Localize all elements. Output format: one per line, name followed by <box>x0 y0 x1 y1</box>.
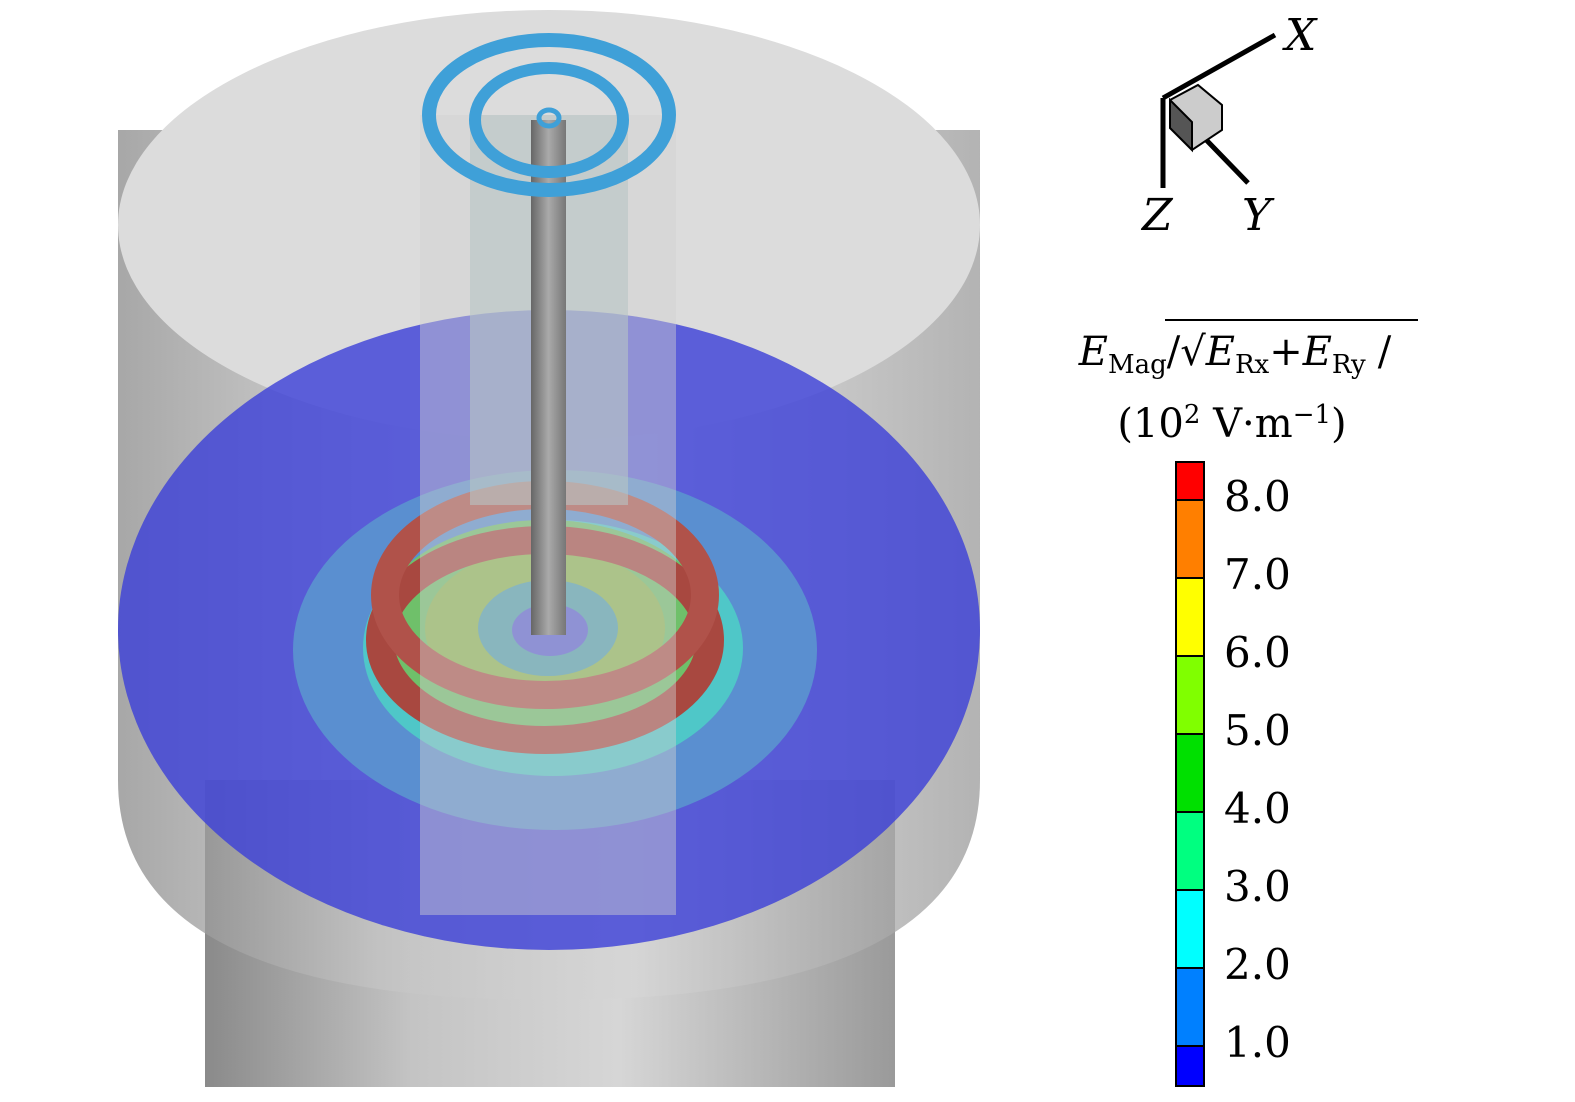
t: E <box>1205 329 1235 375</box>
t: ) <box>1331 401 1347 447</box>
colorbar-tick-label: 3.0 <box>1224 862 1291 911</box>
t: Rx <box>1235 350 1270 380</box>
colorbar-band <box>1176 462 1204 500</box>
y-label: Y <box>1242 190 1275 241</box>
x-label: X <box>1282 10 1318 61</box>
rod <box>531 120 566 635</box>
colorbar-band <box>1176 578 1204 656</box>
colorbar-tick-label: 6.0 <box>1224 628 1291 677</box>
rod-tip <box>536 107 562 129</box>
colorbar-tick-label: 7.0 <box>1224 550 1291 599</box>
colorbar-tick-label: 5.0 <box>1224 706 1291 755</box>
colorbar-tick-label: 4.0 <box>1224 784 1291 833</box>
colorbar-tick-label: 8.0 <box>1224 472 1291 521</box>
colorbar-band <box>1176 1046 1204 1086</box>
axes-triad <box>1160 32 1277 188</box>
t: E <box>1302 329 1332 375</box>
x-axis <box>1161 32 1277 101</box>
colorbar-title: EMag/√ERx+ERy / <box>1078 329 1392 380</box>
colorbar-band <box>1176 500 1204 578</box>
cube-face <box>1169 97 1193 153</box>
outer-ring <box>422 33 676 197</box>
t: (10 <box>1117 401 1184 447</box>
colorbar-band <box>1176 890 1204 968</box>
colorbar-frame <box>1175 461 1205 1087</box>
colorbar-band <box>1176 656 1204 734</box>
t: / <box>1378 329 1392 375</box>
t: E <box>1078 329 1108 375</box>
colorbar-band <box>1176 734 1204 812</box>
scene <box>118 10 980 1087</box>
t: −1 <box>1293 400 1331 430</box>
colorbar-band <box>1176 968 1204 1046</box>
t: 2 <box>1184 400 1201 430</box>
inner-ring <box>469 62 629 178</box>
colorbar: 8.0 7.0 6.0 5.0 4.0 3.0 2.0 1.0 <box>1175 461 1291 1087</box>
t: Ry <box>1332 350 1366 380</box>
colorbar-tick-label: 2.0 <box>1224 940 1291 989</box>
t: / <box>1167 329 1181 375</box>
t: + <box>1269 329 1303 375</box>
z-label: Z <box>1140 190 1174 241</box>
t: Mag <box>1108 350 1167 380</box>
colorbar-tick-label: 1.0 <box>1224 1018 1291 1067</box>
t: V·m <box>1200 401 1292 447</box>
colorbar-band <box>1176 812 1204 890</box>
colorbar-unit: (102 V·m−1) <box>1117 400 1346 447</box>
